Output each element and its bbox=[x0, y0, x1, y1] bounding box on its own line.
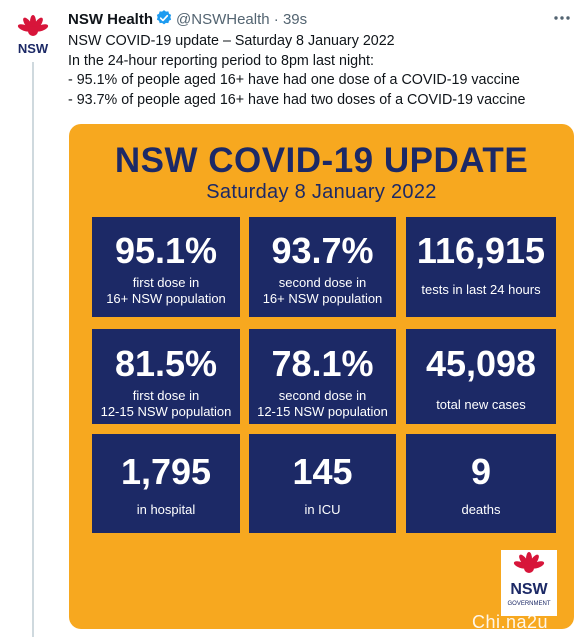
stat-label: in hospital bbox=[136, 502, 196, 517]
tweet-text: NSW COVID-19 update – Saturday 8 January… bbox=[68, 32, 568, 110]
svg-text:NSW: NSW bbox=[18, 41, 49, 56]
verified-badge-icon bbox=[155, 9, 173, 33]
separator: · bbox=[273, 11, 279, 28]
stat-tile: 1,795 in hospital bbox=[92, 434, 240, 533]
waratah-logo-icon: NSW GOVERNMENT bbox=[501, 550, 557, 616]
stat-value: 1,795 bbox=[120, 451, 212, 492]
thread-line bbox=[32, 62, 34, 637]
stat-value: 78.1% bbox=[271, 343, 374, 384]
stat-value: 95.1% bbox=[114, 230, 218, 271]
tweet-text-line: In the 24-hour reporting period to 8pm l… bbox=[68, 52, 374, 69]
tweet-text-line: NSW COVID-19 update – Saturday 8 January… bbox=[68, 33, 395, 49]
display-name[interactable]: NSW Health bbox=[68, 11, 154, 28]
stat-value: 9 bbox=[470, 451, 492, 492]
stat-tile: 81.5% first dose in 12-15 NSW population bbox=[92, 329, 240, 424]
stat-label: second dose in bbox=[278, 388, 367, 403]
stat-label: first dose in bbox=[132, 275, 200, 290]
stat-tile: 9 deaths bbox=[406, 434, 556, 533]
stat-label: second dose in bbox=[278, 275, 367, 290]
more-options-icon[interactable] bbox=[550, 6, 574, 30]
svg-text:GOVERNMENT: GOVERNMENT bbox=[507, 601, 550, 607]
covid-update-image[interactable]: NSW COVID-19 UPDATE Saturday 8 January 2… bbox=[69, 124, 574, 629]
tweet-text-line: - 95.1% of people aged 16+ have had one … bbox=[68, 72, 520, 89]
stat-label: 16+ NSW population bbox=[262, 291, 383, 306]
stat-tile: 116,915 tests in last 24 hours bbox=[406, 217, 556, 317]
timestamp[interactable]: 39s bbox=[282, 11, 308, 28]
stat-label: 16+ NSW population bbox=[106, 291, 226, 306]
watermark: Chi.na2u bbox=[472, 612, 549, 632]
stat-label: deaths bbox=[461, 502, 501, 517]
stat-tile: 78.1% second dose in 12-15 NSW populatio… bbox=[249, 329, 396, 424]
waratah-logo-icon: NSW bbox=[18, 15, 49, 56]
card-title: NSW COVID-19 UPDATE bbox=[114, 141, 529, 180]
stat-tile: 95.1% first dose in 16+ NSW population bbox=[92, 217, 240, 317]
tweet-text-line: - 93.7% of people aged 16+ have had two … bbox=[68, 91, 526, 108]
stat-tile: 93.7% second dose in 16+ NSW population bbox=[249, 217, 396, 317]
stat-value: 93.7% bbox=[271, 230, 374, 271]
nsw-government-logo: NSW GOVERNMENT bbox=[501, 550, 557, 616]
stat-label: in ICU bbox=[304, 502, 341, 517]
stat-value: 45,098 bbox=[425, 343, 537, 384]
stat-label: 12-15 NSW population bbox=[100, 404, 232, 419]
svg-text:NSW: NSW bbox=[510, 581, 548, 598]
stat-label: total new cases bbox=[436, 397, 526, 412]
stat-value: 145 bbox=[292, 451, 353, 492]
stat-label: first dose in bbox=[132, 388, 200, 403]
stat-tile: 45,098 total new cases bbox=[406, 329, 556, 424]
stat-label: tests in last 24 hours bbox=[421, 282, 541, 297]
card-date: Saturday 8 January 2022 bbox=[206, 181, 437, 203]
stat-value: 81.5% bbox=[114, 343, 218, 384]
stat-tile: 145 in ICU bbox=[249, 434, 396, 533]
handle[interactable]: @NSWHealth bbox=[176, 11, 270, 28]
stat-label: 12-15 NSW population bbox=[257, 404, 388, 419]
stat-value: 116,915 bbox=[416, 230, 546, 271]
tweet-header: NSW Health @NSWHealth · 39s bbox=[68, 9, 307, 33]
avatar[interactable]: NSW bbox=[10, 10, 56, 56]
